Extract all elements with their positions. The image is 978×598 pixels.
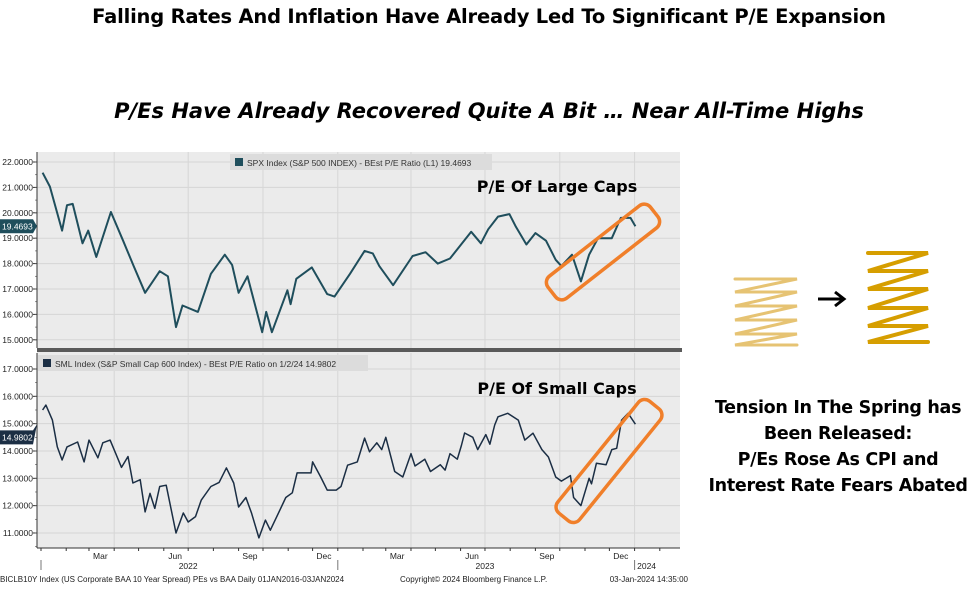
note-line: Been Released: xyxy=(763,424,913,444)
y-tick-label: 11.0000 xyxy=(3,528,33,538)
y-tick-label: 22.0000 xyxy=(2,157,33,167)
series-line-sml xyxy=(41,404,637,539)
expanded-spring-icon xyxy=(866,251,930,344)
note-line: Interest Rate Fears Abated xyxy=(708,476,968,496)
highlight-box-small-caps xyxy=(554,397,664,525)
footer-timestamp: 03-Jan-2024 14:35:00 xyxy=(610,575,689,584)
x-year-label: 2024 xyxy=(637,561,656,571)
legend-swatch xyxy=(43,359,51,367)
y-tick-label: 18.0000 xyxy=(2,259,33,269)
y-tick-label: 20.0000 xyxy=(2,208,33,218)
x-month-label: Mar xyxy=(93,551,108,561)
x-year-label: 2022 xyxy=(179,561,198,571)
legend-swatch xyxy=(235,158,243,166)
last-value-tag xyxy=(0,424,37,445)
footer-source: BICLB10Y Index (US Corporate BAA 10 Year… xyxy=(0,575,345,584)
footer-copyright: Copyright© 2024 Bloomberg Finance L.P. xyxy=(400,575,547,584)
last-value-label: 14.9802 xyxy=(2,432,33,442)
x-month-label: Jun xyxy=(465,551,479,561)
y-tick-label: 16.0000 xyxy=(2,309,33,319)
y-tick-label: 19.0000 xyxy=(2,233,33,243)
legend-box xyxy=(38,355,368,371)
panel-annotation: P/E Of Small Caps xyxy=(477,379,636,398)
x-month-label: Sep xyxy=(539,551,554,561)
highlight-box-large-caps xyxy=(544,202,662,302)
note-line: Tension In The Spring has xyxy=(714,398,962,418)
legend-label: SML Index (S&P Small Cap 600 Index) - BE… xyxy=(55,359,336,369)
legend-box xyxy=(230,154,492,170)
y-tick-label: 21.0000 xyxy=(2,182,33,192)
panel-annotation: P/E Of Large Caps xyxy=(477,177,637,196)
slide-subtitle: P/Es Have Already Recovered Quite A Bit … xyxy=(114,99,864,123)
x-month-label: Sep xyxy=(242,551,257,561)
y-tick-label: 16.0000 xyxy=(2,391,33,401)
last-value-label: 19.4693 xyxy=(2,221,33,231)
slide-title: Falling Rates And Inflation Have Already… xyxy=(92,5,886,28)
spring-illustration xyxy=(733,251,930,347)
x-month-label: Mar xyxy=(390,551,405,561)
y-tick-label: 15.0000 xyxy=(2,419,33,429)
y-tick-label: 17.0000 xyxy=(2,364,33,374)
panel-separator xyxy=(37,348,682,352)
x-month-label: Dec xyxy=(613,551,629,561)
arrow-right-icon xyxy=(818,290,847,308)
note-line: P/Es Rose As CPI and xyxy=(737,450,939,470)
y-tick-label: 13.0000 xyxy=(2,473,33,483)
series-line-spx xyxy=(41,172,637,334)
y-tick-label: 15.0000 xyxy=(2,335,33,345)
compressed-spring-icon xyxy=(733,277,799,347)
y-tick-label: 12.0000 xyxy=(2,501,33,511)
annotation-note: Tension In The Spring has Been Released:… xyxy=(690,395,978,499)
y-tick-label: 17.0000 xyxy=(2,284,33,294)
last-value-tag xyxy=(0,219,37,234)
x-year-label: 2023 xyxy=(476,561,495,571)
legend-label: SPX Index (S&P 500 INDEX) - BEst P/E Rat… xyxy=(247,158,472,168)
y-tick-label: 14.0000 xyxy=(2,446,33,456)
x-month-label: Dec xyxy=(316,551,332,561)
x-month-label: Jun xyxy=(168,551,182,561)
pe-chart: 15.0000 16.0000 17.0000 18.0000 19.0000 20.00… xyxy=(0,150,690,595)
